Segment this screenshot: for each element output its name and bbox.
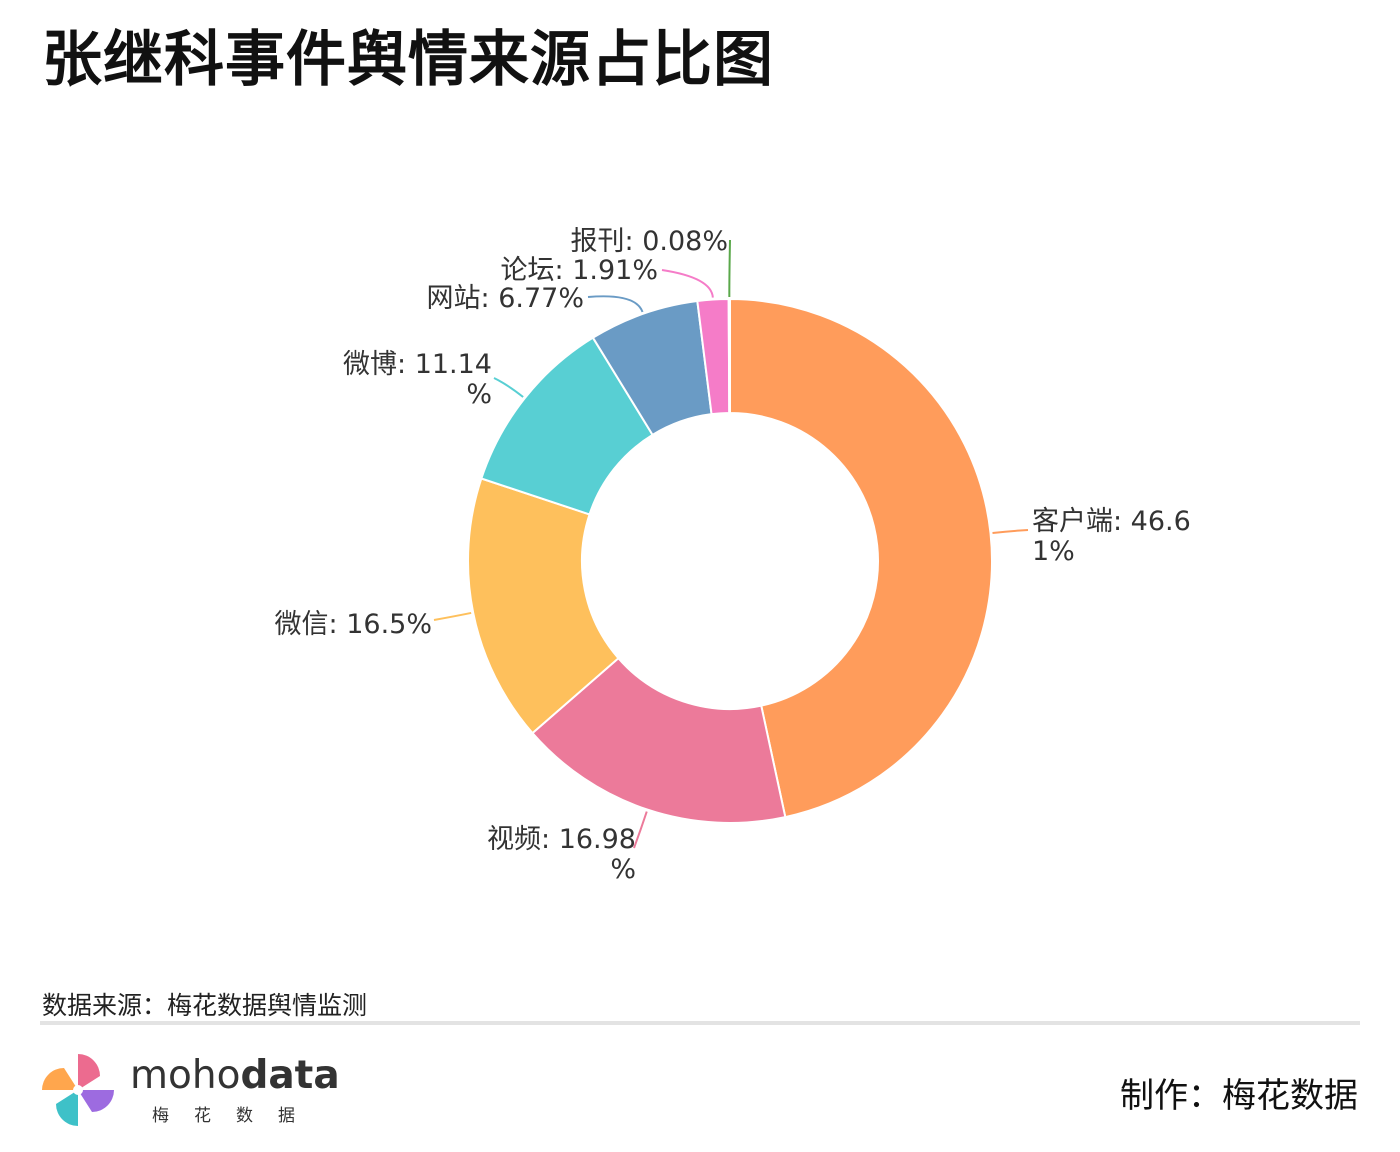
leader-line-网站 xyxy=(587,295,644,313)
brand-wordmark: mohodata xyxy=(130,1056,340,1095)
leader-line-论坛 xyxy=(661,269,714,298)
slice-报刊 xyxy=(727,297,731,415)
brand-prefix: moho xyxy=(130,1053,241,1098)
slice-label-论坛: 论坛: 1.91% xyxy=(501,255,658,286)
slice-label-视频: 视频: 16.98% xyxy=(487,824,636,885)
page-title: 张继科事件舆情来源占比图 xyxy=(42,25,774,95)
footer-divider xyxy=(40,1021,1360,1025)
credit: 制作：梅花数据 xyxy=(1120,1076,1358,1116)
data-source: 数据来源：梅花数据舆情监测 xyxy=(42,991,368,1020)
slice-label-客户端: 客户端: 46.6 1% xyxy=(1032,506,1191,567)
donut-chart: 客户端: 46.6 1% 视频: 16.98 % 微信: 16.5% 微博: 11.14%… xyxy=(275,226,1191,885)
slice-微信 xyxy=(467,477,620,735)
slice-客户端 xyxy=(729,297,993,819)
leader-line-报刊 xyxy=(728,239,731,298)
slice-label-微信: 微信: 16.5% xyxy=(275,609,432,640)
slice-label-报刊: 报刊: 0.08% xyxy=(571,226,728,257)
mohodata-logo-icon xyxy=(42,1054,114,1126)
slice-label-微博: 微博: 11.14% xyxy=(343,349,492,410)
leader-line-客户端 xyxy=(992,529,1029,534)
leader-line-视频 xyxy=(633,811,648,849)
slice-label-网站: 网站: 6.77% xyxy=(427,283,584,314)
brand-cn: 梅花数据 xyxy=(152,1106,320,1126)
brand-suffix: data xyxy=(240,1053,340,1098)
leader-line-微博 xyxy=(493,377,524,398)
slice-视频 xyxy=(531,656,787,824)
leader-line-微信 xyxy=(433,611,472,621)
